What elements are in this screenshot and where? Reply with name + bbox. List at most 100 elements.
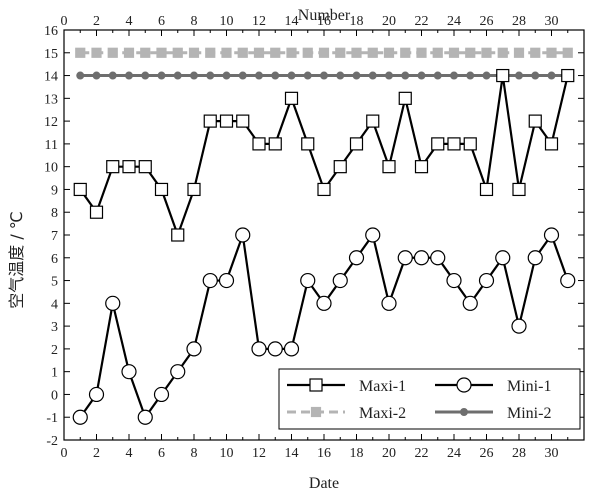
data-point: [236, 114, 250, 128]
x-tick-label: 10: [220, 446, 234, 461]
data-point: [349, 137, 364, 151]
data-point: [481, 47, 492, 58]
data-point: [202, 272, 218, 289]
data-point: [283, 341, 300, 357]
legend-items: Maxi-1 Mini-1 Maxi-2 Mini-2: [287, 377, 551, 422]
data-point: [218, 272, 235, 289]
data-point: [432, 47, 443, 58]
y-tick-label: 14: [44, 70, 58, 85]
data-point: [430, 250, 446, 266]
data-point: [235, 227, 251, 243]
top-tick-label: 14: [285, 14, 299, 29]
data-point: [401, 71, 410, 80]
y-tick-label: 9: [51, 183, 58, 198]
data-point: [108, 71, 117, 80]
y-tick-label: 0: [51, 388, 58, 403]
data-point: [219, 114, 234, 128]
data-point: [316, 295, 332, 311]
data-point: [75, 47, 86, 58]
data-point: [88, 386, 105, 403]
data-point: [398, 91, 412, 105]
top-axis-title: Number: [298, 7, 351, 24]
data-point: [333, 160, 347, 174]
data-point: [125, 71, 133, 80]
y-tick-label: 7: [51, 229, 58, 244]
y-tick-label: 12: [44, 115, 58, 130]
series-maxi-1: [73, 68, 575, 242]
data-point: [335, 47, 346, 58]
top-tick-label: 16: [317, 14, 331, 29]
data-point: [332, 272, 348, 289]
top-tick-label: 24: [447, 14, 461, 29]
data-point: [368, 71, 377, 80]
x-tick-label: 30: [545, 446, 559, 461]
data-point: [527, 250, 543, 266]
y-tick-label: -1: [46, 411, 58, 426]
data-point: [187, 182, 201, 197]
data-point: [222, 71, 231, 80]
data-point: [562, 47, 573, 58]
top-tick-label: 4: [126, 14, 133, 29]
data-point: [121, 364, 137, 380]
y-tick-label: 5: [51, 275, 58, 290]
x-tick-label: 6: [158, 446, 165, 461]
y-tick-label: 8: [51, 206, 58, 221]
legend-marker: [456, 377, 472, 393]
data-point: [348, 250, 365, 266]
legend-label: Mini-1: [507, 378, 551, 395]
data-point: [255, 71, 263, 80]
data-point: [156, 47, 167, 58]
data-point: [122, 160, 136, 174]
data-point: [173, 71, 182, 80]
data-point: [366, 114, 380, 128]
data-point: [336, 71, 345, 80]
data-point: [496, 68, 510, 83]
data-point: [479, 182, 494, 197]
data-point: [188, 47, 200, 58]
data-point: [513, 47, 525, 58]
data-point: [123, 47, 135, 58]
legend-marker: [309, 378, 323, 392]
data-point: [433, 71, 442, 80]
data-point: [302, 47, 313, 58]
data-point: [383, 47, 395, 58]
data-point: [382, 160, 396, 174]
top-tick-label: 18: [350, 14, 364, 29]
legend-marker: [310, 406, 322, 418]
data-point: [186, 341, 202, 357]
y-tick-label: -2: [46, 434, 58, 449]
legend-label: Maxi-2: [359, 405, 406, 422]
data-point: [531, 71, 540, 80]
axis-ticks: 0 2 4 6 8 10 12 14 16 18 20 22 24 26 28 300 2 4 6 8 10 12 14 16…: [44, 14, 584, 461]
legend-box: [278, 368, 581, 430]
y-tick-label: 11: [45, 138, 58, 153]
data-point: [397, 250, 413, 266]
data-point: [462, 295, 478, 311]
data-point: [318, 47, 330, 58]
y-tick-label: 3: [51, 320, 58, 335]
y-tick-label: 2: [51, 343, 58, 358]
data-point: [171, 228, 185, 242]
data-point: [252, 137, 266, 151]
data-point: [153, 386, 170, 403]
data-point: [72, 409, 88, 425]
data-point: [351, 47, 362, 58]
x-axis-title: Date: [309, 475, 339, 492]
top-tick-label: 6: [158, 14, 165, 29]
top-tick-label: 2: [93, 14, 100, 29]
y-tick-label: 16: [44, 24, 58, 39]
data-point: [450, 71, 458, 80]
data-series: [72, 47, 576, 425]
data-point: [92, 71, 101, 80]
data-point: [528, 114, 542, 128]
y-tick-label: 4: [51, 297, 58, 312]
data-point: [154, 182, 169, 197]
data-point: [138, 160, 152, 174]
data-point: [205, 47, 216, 58]
y-tick-label: 15: [44, 47, 58, 62]
data-point: [287, 71, 296, 80]
data-point: [91, 47, 102, 58]
data-point: [546, 47, 557, 58]
data-point: [543, 227, 560, 243]
